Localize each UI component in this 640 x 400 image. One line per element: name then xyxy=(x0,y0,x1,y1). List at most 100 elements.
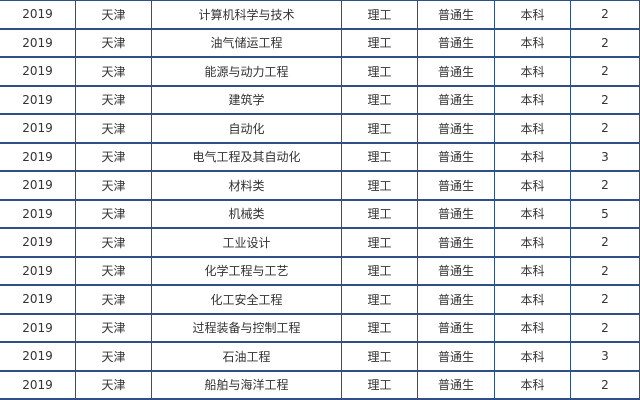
major-cell: 机械类 xyxy=(151,199,342,229)
major-cell: 过程装备与控制工程 xyxy=(151,313,342,343)
year-cell: 2019 xyxy=(0,370,76,400)
level-cell: 本科 xyxy=(494,85,571,115)
student-type-cell: 普通生 xyxy=(417,313,495,343)
category-cell: 理工 xyxy=(341,142,418,172)
province-cell: 天津 xyxy=(75,113,152,144)
province-cell: 天津 xyxy=(75,142,152,172)
level-cell: 本科 xyxy=(494,256,571,286)
province-cell: 天津 xyxy=(75,227,152,258)
province-cell: 天津 xyxy=(75,341,152,372)
major-cell: 化工安全工程 xyxy=(151,284,342,315)
count-cell: 2 xyxy=(570,313,640,343)
category-cell: 理工 xyxy=(341,284,418,315)
major-cell: 油气储运工程 xyxy=(151,28,342,58)
count-cell: 2 xyxy=(570,113,640,144)
student-type-cell: 普通生 xyxy=(417,170,495,201)
count-cell: 2 xyxy=(570,28,640,58)
major-cell: 船舶与海洋工程 xyxy=(151,370,342,400)
student-type-cell: 普通生 xyxy=(417,370,495,400)
count-cell: 2 xyxy=(570,370,640,400)
student-type-cell: 普通生 xyxy=(417,85,495,115)
student-type-cell: 普通生 xyxy=(417,0,495,30)
category-cell: 理工 xyxy=(341,341,418,372)
level-cell: 本科 xyxy=(494,370,571,400)
year-cell: 2019 xyxy=(0,227,76,258)
table-row: 2019 天津 计算机科学与技术 理工 普通生 本科 2 xyxy=(0,0,640,30)
table-row: 2019 天津 过程装备与控制工程 理工 普通生 本科 2 xyxy=(0,313,640,343)
province-cell: 天津 xyxy=(75,0,152,30)
level-cell: 本科 xyxy=(494,199,571,229)
category-cell: 理工 xyxy=(341,28,418,58)
year-cell: 2019 xyxy=(0,341,76,372)
province-cell: 天津 xyxy=(75,28,152,58)
count-cell: 2 xyxy=(570,227,640,258)
category-cell: 理工 xyxy=(341,170,418,201)
student-type-cell: 普通生 xyxy=(417,28,495,58)
student-type-cell: 普通生 xyxy=(417,199,495,229)
year-cell: 2019 xyxy=(0,85,76,115)
table-row: 2019 天津 自动化 理工 普通生 本科 2 xyxy=(0,113,640,144)
category-cell: 理工 xyxy=(341,370,418,400)
table-row: 2019 天津 化学工程与工艺 理工 普通生 本科 2 xyxy=(0,256,640,286)
province-cell: 天津 xyxy=(75,313,152,343)
level-cell: 本科 xyxy=(494,313,571,343)
major-cell: 化学工程与工艺 xyxy=(151,256,342,286)
count-cell: 2 xyxy=(570,85,640,115)
count-cell: 3 xyxy=(570,142,640,172)
year-cell: 2019 xyxy=(0,170,76,201)
category-cell: 理工 xyxy=(341,113,418,144)
year-cell: 2019 xyxy=(0,313,76,343)
level-cell: 本科 xyxy=(494,0,571,30)
category-cell: 理工 xyxy=(341,0,418,30)
count-cell: 2 xyxy=(570,0,640,30)
student-type-cell: 普通生 xyxy=(417,341,495,372)
level-cell: 本科 xyxy=(494,113,571,144)
table-row: 2019 天津 油气储运工程 理工 普通生 本科 2 xyxy=(0,28,640,58)
student-type-cell: 普通生 xyxy=(417,56,495,87)
category-cell: 理工 xyxy=(341,313,418,343)
year-cell: 2019 xyxy=(0,142,76,172)
table-row: 2019 天津 石油工程 理工 普通生 本科 3 xyxy=(0,341,640,372)
table-row: 2019 天津 材料类 理工 普通生 本科 2 xyxy=(0,170,640,201)
student-type-cell: 普通生 xyxy=(417,227,495,258)
level-cell: 本科 xyxy=(494,28,571,58)
major-cell: 计算机科学与技术 xyxy=(151,0,342,30)
major-cell: 工业设计 xyxy=(151,227,342,258)
level-cell: 本科 xyxy=(494,341,571,372)
major-cell: 能源与动力工程 xyxy=(151,56,342,87)
category-cell: 理工 xyxy=(341,85,418,115)
year-cell: 2019 xyxy=(0,284,76,315)
year-cell: 2019 xyxy=(0,28,76,58)
student-type-cell: 普通生 xyxy=(417,284,495,315)
year-cell: 2019 xyxy=(0,256,76,286)
count-cell: 3 xyxy=(570,341,640,372)
province-cell: 天津 xyxy=(75,256,152,286)
major-cell: 电气工程及其自动化 xyxy=(151,142,342,172)
level-cell: 本科 xyxy=(494,284,571,315)
student-type-cell: 普通生 xyxy=(417,256,495,286)
year-cell: 2019 xyxy=(0,56,76,87)
major-cell: 建筑学 xyxy=(151,85,342,115)
major-cell: 石油工程 xyxy=(151,341,342,372)
level-cell: 本科 xyxy=(494,170,571,201)
count-cell: 5 xyxy=(570,199,640,229)
level-cell: 本科 xyxy=(494,56,571,87)
table-row: 2019 天津 机械类 理工 普通生 本科 5 xyxy=(0,199,640,229)
count-cell: 2 xyxy=(570,56,640,87)
major-cell: 材料类 xyxy=(151,170,342,201)
count-cell: 2 xyxy=(570,170,640,201)
province-cell: 天津 xyxy=(75,170,152,201)
province-cell: 天津 xyxy=(75,56,152,87)
province-cell: 天津 xyxy=(75,199,152,229)
table-row: 2019 天津 建筑学 理工 普通生 本科 2 xyxy=(0,85,640,115)
year-cell: 2019 xyxy=(0,113,76,144)
category-cell: 理工 xyxy=(341,199,418,229)
student-type-cell: 普通生 xyxy=(417,142,495,172)
table-row: 2019 天津 电气工程及其自动化 理工 普通生 本科 3 xyxy=(0,142,640,172)
province-cell: 天津 xyxy=(75,370,152,400)
table-row: 2019 天津 工业设计 理工 普通生 本科 2 xyxy=(0,227,640,258)
province-cell: 天津 xyxy=(75,85,152,115)
table-row: 2019 天津 化工安全工程 理工 普通生 本科 2 xyxy=(0,284,640,315)
category-cell: 理工 xyxy=(341,56,418,87)
count-cell: 2 xyxy=(570,256,640,286)
